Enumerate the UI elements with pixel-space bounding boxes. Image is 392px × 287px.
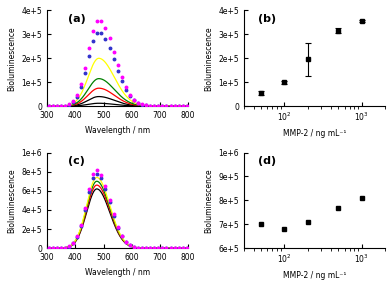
Text: (c): (c) bbox=[68, 156, 85, 166]
Text: (a): (a) bbox=[68, 14, 86, 24]
Y-axis label: Bioluminescence: Bioluminescence bbox=[204, 26, 213, 91]
Y-axis label: Bioluminescence: Bioluminescence bbox=[7, 26, 16, 91]
X-axis label: MMP-2 / ng mL⁻¹: MMP-2 / ng mL⁻¹ bbox=[283, 271, 346, 280]
X-axis label: Wavelength / nm: Wavelength / nm bbox=[85, 268, 150, 277]
X-axis label: MMP-2 / ng mL⁻¹: MMP-2 / ng mL⁻¹ bbox=[283, 129, 346, 138]
Text: (d): (d) bbox=[258, 156, 276, 166]
Text: (b): (b) bbox=[258, 14, 276, 24]
Y-axis label: Bioluminescence: Bioluminescence bbox=[204, 168, 213, 233]
Y-axis label: Bioluminescence: Bioluminescence bbox=[7, 168, 16, 233]
X-axis label: Wavelength / nm: Wavelength / nm bbox=[85, 125, 150, 135]
